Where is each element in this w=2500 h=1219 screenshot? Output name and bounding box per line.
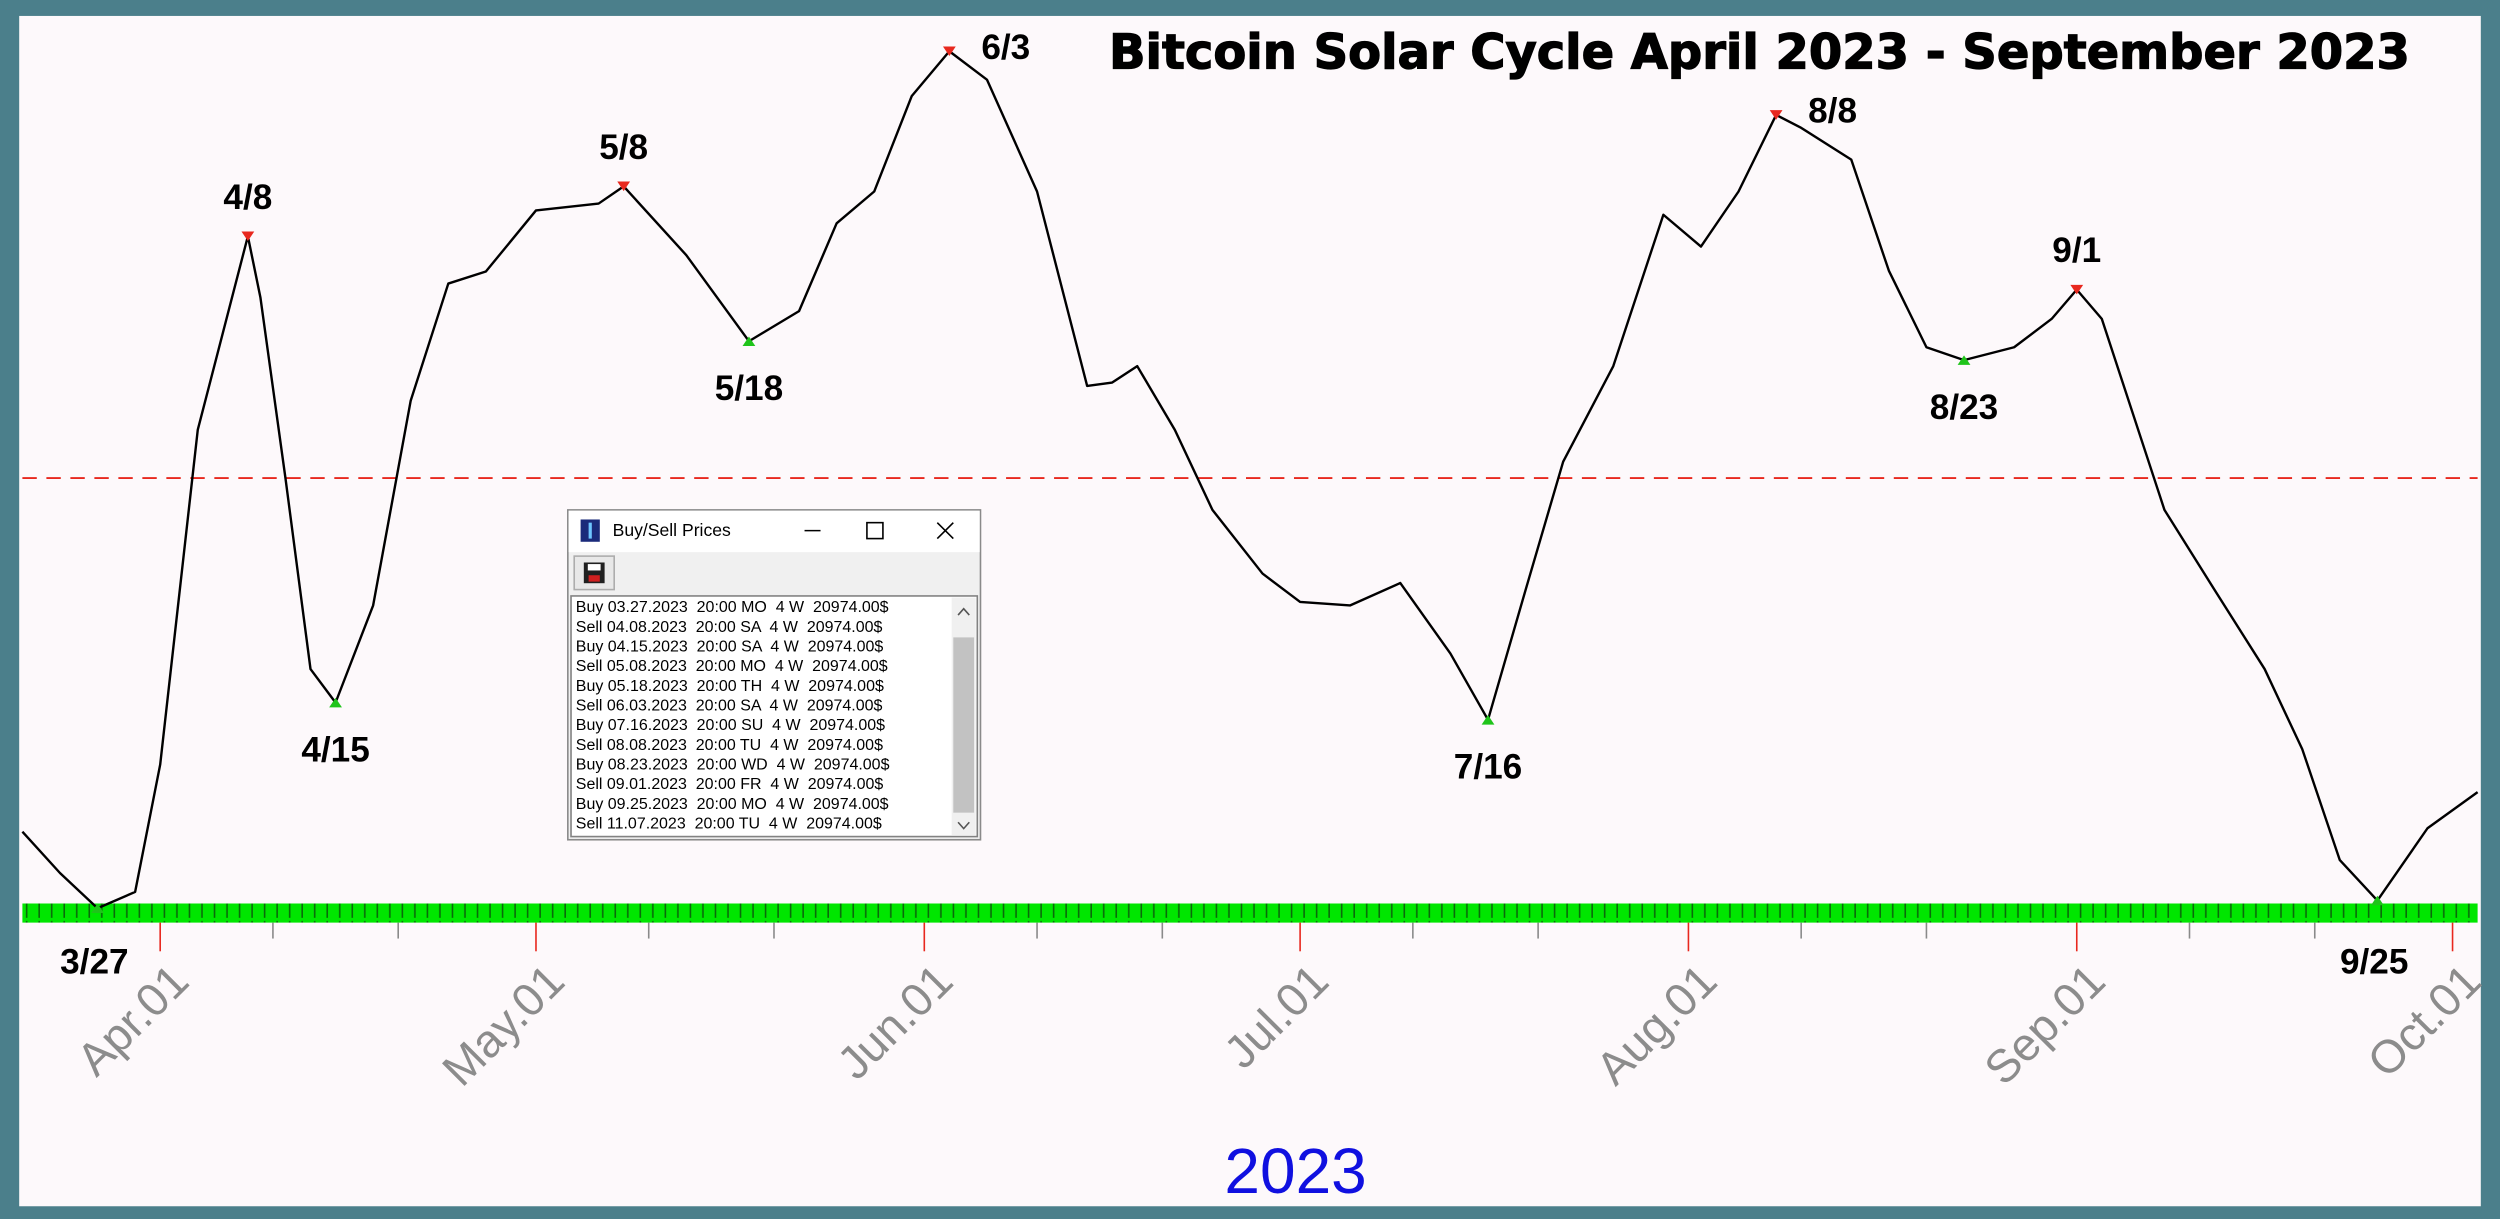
top-marker [942,46,956,57]
top-marker [241,231,255,242]
list-row: Sell 04.08.2023 20:00 SA 4 W 20974.00$ [576,619,883,636]
marker-label: 3/27 [60,942,128,981]
bottom-marker [1481,715,1495,725]
bottom-marker [91,903,104,914]
save-button-frame[interactable] [573,555,616,591]
minimize-button[interactable] [792,512,840,550]
marker-label: 9/25 [2340,942,2408,981]
plot-background [19,15,2481,1207]
marker-label: 8/23 [1930,388,1998,427]
maximize-hit[interactable] [853,512,901,550]
list-row: Sell 06.03.2023 20:00 SA 4 W 20974.00$ [576,698,883,715]
marker-label: 5/8 [599,128,648,167]
scroll-down[interactable] [957,821,970,830]
marker-label: 5/18 [715,369,783,408]
list-row: Buy 04.15.2023 20:00 SA 4 W 20974.00$ [576,639,884,656]
maximize-button[interactable] [853,512,901,550]
top-marker [1769,110,1783,120]
marker-label: 8/8 [1808,92,1857,131]
list-row: Sell 08.08.2023 20:00 TU 4 W 20974.00$ [576,737,883,754]
top-marker [617,181,631,192]
list-row: Buy 03.27.2023 20:00 MO 4 W 20974.00$ [576,599,889,616]
save-icon-shutter [588,575,600,582]
app-icon-mark [588,522,592,539]
close-icon [936,522,954,540]
list-row: Buy 08.23.2023 20:00 WD 4 W 20974.00$ [576,757,890,774]
bottom-marker [329,697,342,708]
marker-label: 6/3 [981,28,1030,67]
bottom-marker [1957,355,1971,365]
save-button[interactable] [573,555,616,591]
chart-title: Bitcoin Solar Cycle April 2023 - Septemb… [1109,26,2410,81]
marker-label: 4/15 [301,730,369,769]
marker-label: 7/16 [1454,748,1522,787]
dialog: Buy/Sell Prices Buy 03.27.2023 20:00 MO … [567,509,982,841]
list-row: Buy 05.18.2023 20:00 TH 4 W 20974.00$ [576,678,884,695]
marker-label: 9/1 [2052,231,2101,270]
list-box[interactable] [570,595,979,838]
day-band [22,903,2478,923]
list-rows: Buy 03.27.2023 20:00 MO 4 W 20974.00$ Sel… [576,599,890,832]
dialog-title: Buy/Sell Prices [613,520,731,540]
x-axis-label: 2023 [1224,1135,1366,1207]
top-marker [2070,284,2084,295]
title-bar [568,510,980,553]
list-row: Sell 11.07.2023 20:00 TU 4 W 20974.00$ [576,816,882,833]
close-hit[interactable] [920,512,974,550]
save-icon-label [587,564,601,571]
list-row: Buy 09.25.2023 20:00 MO 4 W 20974.00$ [576,796,889,813]
scroll-thumb[interactable] [953,637,975,813]
scroll-up[interactable] [957,607,970,616]
bottom-marker [2370,895,2384,906]
list-row: Buy 07.16.2023 20:00 SU 4 W 20974.00$ [576,717,885,734]
list-row: Sell 09.01.2023 20:00 FR 4 W 20974.00$ [576,776,884,793]
maximize-icon [866,521,884,540]
bottom-marker [742,336,756,347]
close-button[interactable] [920,512,974,550]
cycle-line [21,50,2479,910]
marker-label: 4/8 [223,178,272,217]
list-row: Sell 05.08.2023 20:00 MO 4 W 20974.00$ [576,658,888,675]
